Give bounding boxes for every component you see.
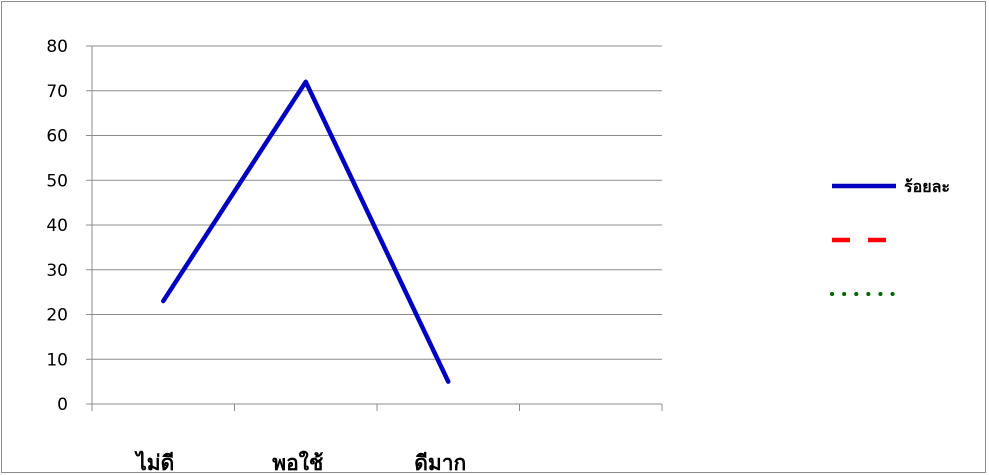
y-tick-label: 80: [46, 37, 68, 57]
y-tick-label: 50: [46, 171, 68, 191]
series-line: [161, 79, 451, 384]
y-tick-label: 40: [46, 216, 68, 236]
y-tick-label: 70: [46, 82, 68, 102]
x-axis-categories: ไม่ดี พอใช้ ดีมาก: [134, 450, 466, 475]
y-tick-label: 20: [46, 306, 68, 326]
gridlines: [92, 45, 662, 360]
legend-label: ร้อยละ: [904, 177, 950, 196]
x-category-label: ดีมาก: [414, 451, 466, 475]
x-category-label: ไม่ดี: [134, 450, 174, 475]
series-lines: [161, 79, 451, 384]
x-category-label: พอใช้: [272, 450, 323, 475]
legend: ร้อยละ: [830, 177, 950, 296]
y-tick-label: 60: [46, 127, 68, 147]
y-tick-label: 0: [57, 395, 68, 415]
y-tick-label: 10: [46, 350, 68, 370]
y-axis-ticks: 0 10 20 30 40 50 60 70 80: [46, 37, 92, 415]
y-tick-label: 30: [46, 261, 68, 281]
